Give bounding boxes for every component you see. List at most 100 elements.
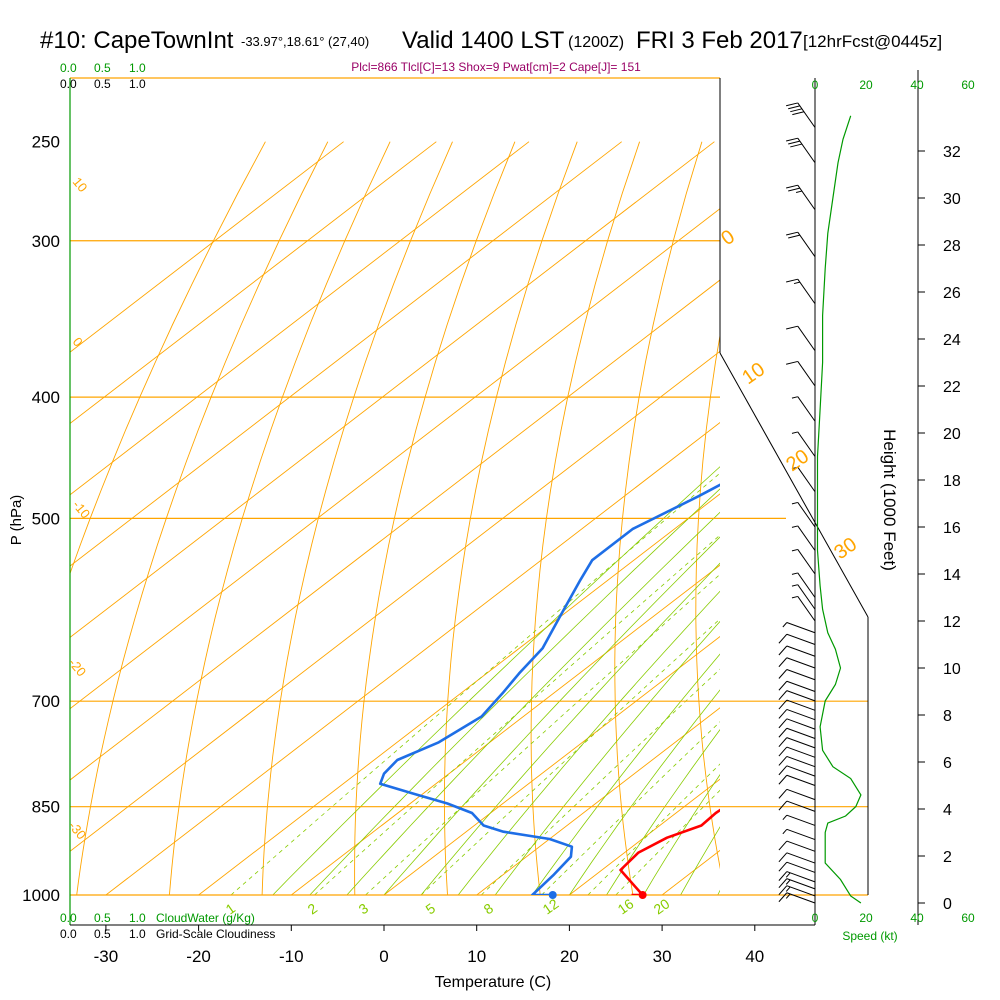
wind-barb-flag	[778, 737, 788, 747]
dry-adiabat-line	[530, 141, 641, 895]
station-coords: -33.97°,18.61° (27,40)	[241, 34, 369, 49]
wind-barb	[778, 755, 816, 768]
dry-adiabat-line	[774, 142, 827, 922]
x-tick-label: -30	[94, 947, 119, 966]
wind-barb-shaft	[786, 774, 816, 786]
wind-barb-flag	[786, 325, 798, 330]
wind-barb-flag	[786, 231, 798, 236]
cloudwater-tick: 1.0	[129, 61, 146, 75]
wind-barb-flag	[791, 466, 798, 470]
speed-series-line	[816, 115, 862, 904]
isotherm-label: -10	[70, 497, 94, 521]
wind-barb	[778, 708, 816, 721]
isotherm-label: 0	[717, 226, 739, 250]
mixing-ratio-line	[541, 721, 720, 895]
speed-tick-label: 20	[859, 78, 873, 92]
temperature-axis-ticks: -30 -20 -10 0 10 20 30 40	[94, 925, 764, 966]
wind-barb-flag	[778, 878, 788, 888]
wind-barb	[778, 765, 816, 777]
wind-barb-shaft	[797, 231, 816, 258]
wind-barb	[786, 278, 816, 305]
wind-barb-flag	[786, 137, 798, 142]
surface-points	[548, 891, 647, 899]
wind-barb-shaft	[797, 137, 816, 164]
isotherm-line	[848, 142, 1000, 895]
wind-barb-shaft	[786, 878, 816, 890]
cloudwater-scale-top: 0.0 0.5 1.0	[60, 61, 146, 75]
wind-barb-flag	[778, 669, 788, 679]
mixing-ratio-label: 3	[356, 900, 372, 918]
wind-barb-flag	[778, 892, 788, 903]
wind-barb-flag	[778, 645, 788, 656]
isobars	[70, 77, 868, 896]
wind-barb	[778, 699, 816, 711]
wind-barb-flag	[788, 234, 800, 239]
wind-barb-shaft	[786, 746, 816, 758]
wind-barb-shaft	[786, 669, 816, 681]
wind-barb-flag	[778, 680, 788, 691]
wind-barb-flag	[791, 431, 798, 434]
wind-barb-shaft	[797, 325, 816, 352]
moist-adiabat-line	[309, 488, 720, 895]
wind-barb	[786, 102, 816, 128]
mixing-ratio-line	[230, 472, 720, 895]
mixing-ratio-label: 8	[481, 900, 497, 918]
pressure-tick-label: 400	[32, 388, 60, 407]
x-tick-label: -10	[279, 947, 304, 966]
cloudwater-tick: 0.5	[94, 911, 111, 925]
wind-barb-flag	[778, 718, 788, 729]
wind-barb-flag	[785, 886, 791, 892]
height-tick-label: 30	[943, 191, 961, 208]
wind-barb-shaft	[786, 861, 816, 873]
cloudiness-tick: 0.0	[60, 927, 77, 941]
wind-barb-shaft	[786, 622, 816, 634]
x-tick-label: 0	[379, 947, 388, 966]
wind-barb-flag	[791, 548, 798, 552]
wind-barb	[786, 325, 816, 352]
wind-barb-flag	[791, 595, 798, 599]
speed-tick-label: 40	[910, 78, 924, 92]
wind-barb	[778, 788, 816, 801]
moist-adiabat-line	[531, 653, 720, 895]
height-tick-label: 28	[943, 238, 961, 255]
dry-adiabat-line	[695, 332, 720, 870]
wind-barb-shaft	[797, 361, 816, 387]
wind-barb	[778, 885, 816, 897]
x-axis-label: Temperature (C)	[435, 974, 551, 991]
mixing-ratio-label: 5	[423, 900, 439, 918]
wind-barb-shaft	[797, 278, 816, 305]
wind-barb-flag	[778, 774, 788, 785]
wind-barb-shaft	[786, 690, 816, 702]
moist-adiabat-line	[457, 590, 720, 895]
wind-barb-flag	[791, 501, 798, 505]
height-tick-label: 10	[943, 661, 961, 678]
height-tick-label: 14	[943, 567, 961, 584]
wind-barb	[782, 622, 816, 634]
wind-barb-flag	[778, 727, 788, 738]
pressure-labels: 1000 850 700 500 400 300 250	[22, 133, 60, 905]
wind-barb-shaft	[786, 788, 816, 801]
pressure-tick-label: 850	[32, 798, 60, 817]
height-tick-label: 2	[943, 849, 952, 866]
moist-adiabat-line	[643, 774, 720, 895]
wind-barb	[791, 595, 816, 622]
wind-barb-flag	[778, 840, 788, 851]
cloudwater-tick: 1.0	[129, 911, 146, 925]
wind-barb-shaft	[786, 814, 816, 826]
pressure-tick-label: 250	[32, 133, 60, 152]
x-tick-label: 20	[560, 947, 579, 966]
wind-barb-flag	[786, 102, 798, 107]
wind-barb-shaft	[797, 184, 816, 211]
moist-adiabat-line	[494, 620, 720, 895]
dry-adiabat-line	[614, 141, 703, 895]
height-tick-label: 12	[943, 614, 961, 631]
wind-barb-flag	[778, 800, 788, 811]
wind-barb-flag	[788, 140, 800, 145]
wind-barb	[791, 396, 816, 422]
forecast-date: FRI 3 Feb 2017	[636, 27, 803, 54]
wind-barb-flag	[782, 828, 788, 835]
surface-dewpoint-point	[548, 891, 557, 899]
wind-barb-shaft	[797, 584, 816, 610]
